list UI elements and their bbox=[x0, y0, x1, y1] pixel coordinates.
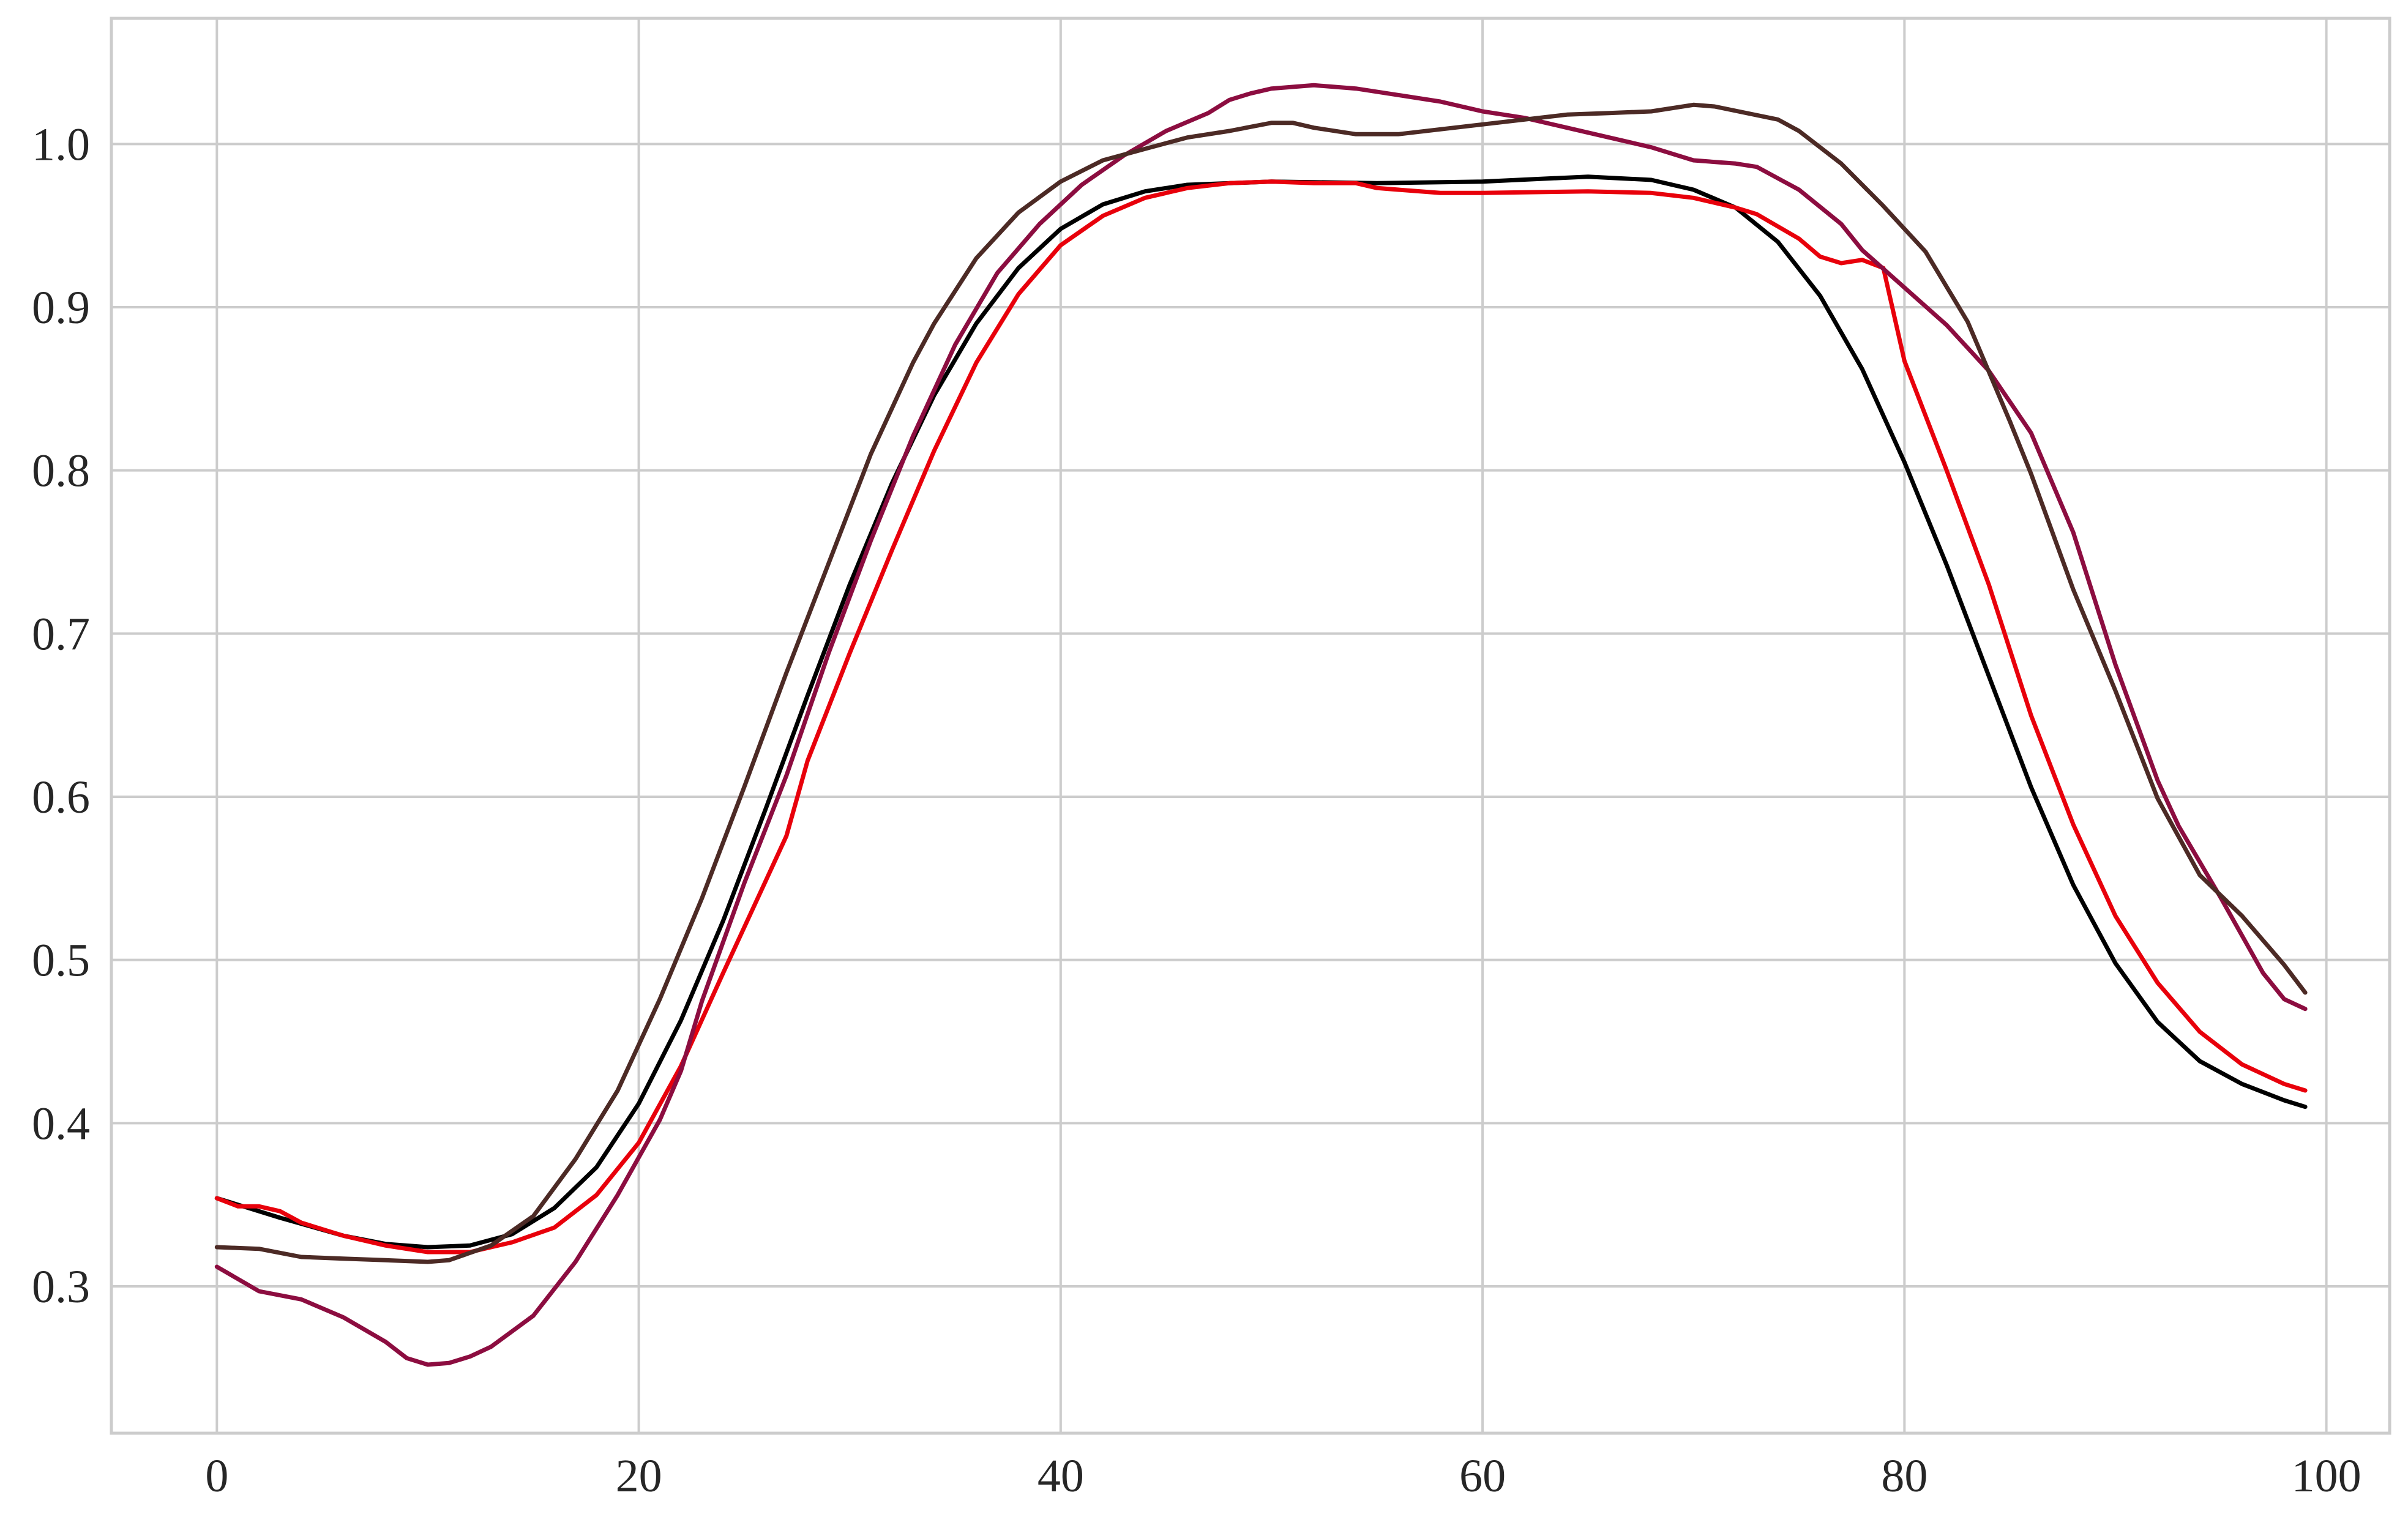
y-tick-labels: 0.3 0.4 0.5 0.6 0.7 0.8 0.9 1.0 bbox=[32, 119, 90, 1313]
series-line-2 bbox=[214, 179, 2308, 1255]
x-tick-labels: 0 20 40 60 80 100 bbox=[205, 1450, 2361, 1502]
x-tick-label: 60 bbox=[1459, 1450, 1506, 1502]
x-tick-label: 40 bbox=[1038, 1450, 1084, 1502]
y-tick-label: 0.7 bbox=[32, 608, 90, 660]
series-layer bbox=[214, 83, 2308, 1367]
x-tick-label: 80 bbox=[1881, 1450, 1928, 1502]
y-tick-label: 1.0 bbox=[32, 119, 90, 170]
y-tick-label: 0.8 bbox=[32, 446, 90, 497]
y-gridlines bbox=[111, 143, 2390, 1288]
x-tick-label: 20 bbox=[616, 1450, 662, 1502]
y-tick-label: 0.9 bbox=[32, 282, 90, 334]
y-tick-label: 0.4 bbox=[32, 1098, 90, 1149]
y-tick-label: 0.3 bbox=[32, 1261, 90, 1313]
x-tick-label: 100 bbox=[2292, 1450, 2361, 1502]
series-line-3 bbox=[214, 83, 2308, 1367]
series-line-4 bbox=[214, 102, 2308, 1264]
plot-frame bbox=[110, 17, 2391, 1435]
y-tick-label: 0.6 bbox=[32, 772, 90, 823]
x-tick-label: 0 bbox=[205, 1450, 228, 1502]
series-line-1 bbox=[214, 174, 2308, 1250]
y-tick-label: 0.5 bbox=[32, 935, 90, 986]
